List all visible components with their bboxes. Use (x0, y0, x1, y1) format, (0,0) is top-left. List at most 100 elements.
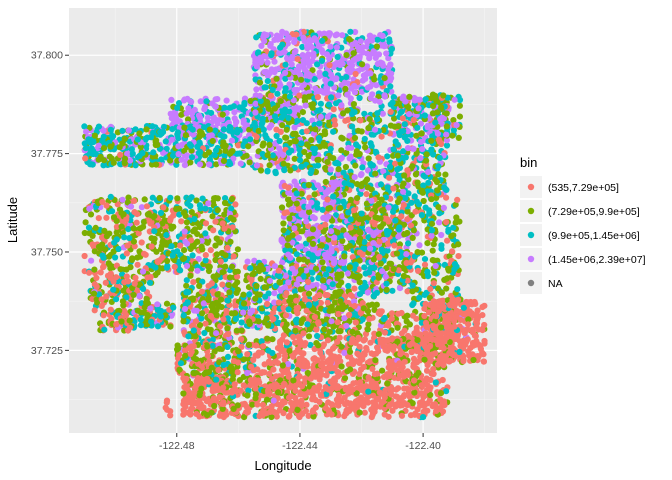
data-point (368, 197, 375, 204)
data-point (435, 204, 442, 211)
data-point (304, 45, 311, 52)
data-point (279, 122, 286, 129)
data-point (310, 306, 317, 313)
data-point (354, 181, 361, 188)
data-point (341, 180, 348, 187)
data-point (414, 249, 421, 256)
data-point (276, 273, 283, 280)
data-point (330, 193, 337, 200)
data-point (151, 228, 158, 235)
data-point (271, 68, 278, 76)
data-point (281, 209, 288, 217)
data-point (434, 187, 441, 194)
data-point (379, 110, 386, 117)
data-point (227, 214, 234, 221)
data-point (309, 67, 316, 74)
data-point (185, 105, 192, 112)
data-point (205, 200, 212, 207)
data-point (375, 154, 382, 161)
data-point (351, 207, 358, 214)
data-point (455, 241, 462, 248)
data-point (421, 256, 429, 263)
data-point (91, 281, 98, 288)
data-point (173, 119, 180, 126)
data-point (422, 96, 429, 103)
data-point (126, 324, 134, 331)
data-point (157, 209, 165, 216)
data-point (361, 264, 368, 271)
data-point (81, 140, 88, 147)
data-point (388, 315, 395, 322)
data-point (407, 259, 414, 266)
data-point (285, 114, 292, 122)
data-point (123, 250, 130, 257)
data-point (266, 141, 273, 148)
data-point (231, 109, 238, 116)
data-point (271, 105, 278, 112)
data-point (299, 316, 307, 323)
data-point (405, 103, 412, 111)
data-point (292, 317, 299, 324)
data-point (436, 219, 443, 226)
data-point (424, 124, 431, 131)
data-point (419, 189, 426, 196)
data-point (232, 268, 239, 275)
data-point (351, 174, 358, 181)
data-point (404, 229, 411, 237)
data-point (202, 220, 210, 227)
data-point (97, 269, 104, 276)
data-point (194, 143, 201, 150)
data-point (364, 84, 371, 91)
data-point (198, 288, 206, 295)
data-point (480, 358, 487, 365)
data-point (298, 76, 305, 83)
data-point (443, 194, 450, 201)
data-point (328, 228, 335, 235)
data-point (327, 43, 334, 50)
data-point (337, 298, 344, 305)
data-point (221, 104, 228, 111)
data-point (137, 316, 144, 323)
data-point (344, 116, 351, 123)
data-point (359, 300, 366, 307)
data-point (342, 163, 349, 171)
data-point (246, 291, 253, 298)
data-point (326, 62, 333, 69)
data-point (183, 262, 191, 270)
data-point (132, 274, 139, 281)
data-point (294, 310, 301, 317)
data-point (398, 108, 405, 115)
data-point (153, 248, 160, 255)
data-point (335, 310, 342, 318)
data-point (400, 202, 407, 209)
data-point (181, 124, 188, 131)
data-point (205, 263, 212, 270)
data-point (262, 293, 269, 300)
data-point (344, 270, 352, 277)
data-point (334, 229, 341, 236)
data-point (260, 266, 267, 273)
data-point (347, 224, 354, 231)
data-point (130, 291, 137, 298)
data-point (372, 97, 379, 104)
data-point (297, 286, 304, 293)
data-point (330, 323, 337, 330)
data-point (146, 218, 153, 225)
data-point (331, 117, 338, 124)
data-point (124, 242, 131, 249)
data-point (101, 326, 108, 333)
data-point (296, 256, 303, 263)
data-point (346, 155, 353, 162)
data-point (286, 199, 294, 206)
data-point (227, 125, 234, 132)
data-point (143, 126, 150, 133)
data-point (116, 144, 123, 151)
data-point (214, 207, 221, 214)
data-point (232, 316, 239, 323)
data-point (381, 329, 388, 336)
data-point (100, 254, 107, 261)
data-point (117, 266, 124, 273)
data-point (234, 129, 241, 136)
data-point (87, 211, 95, 218)
data-point (389, 99, 396, 106)
